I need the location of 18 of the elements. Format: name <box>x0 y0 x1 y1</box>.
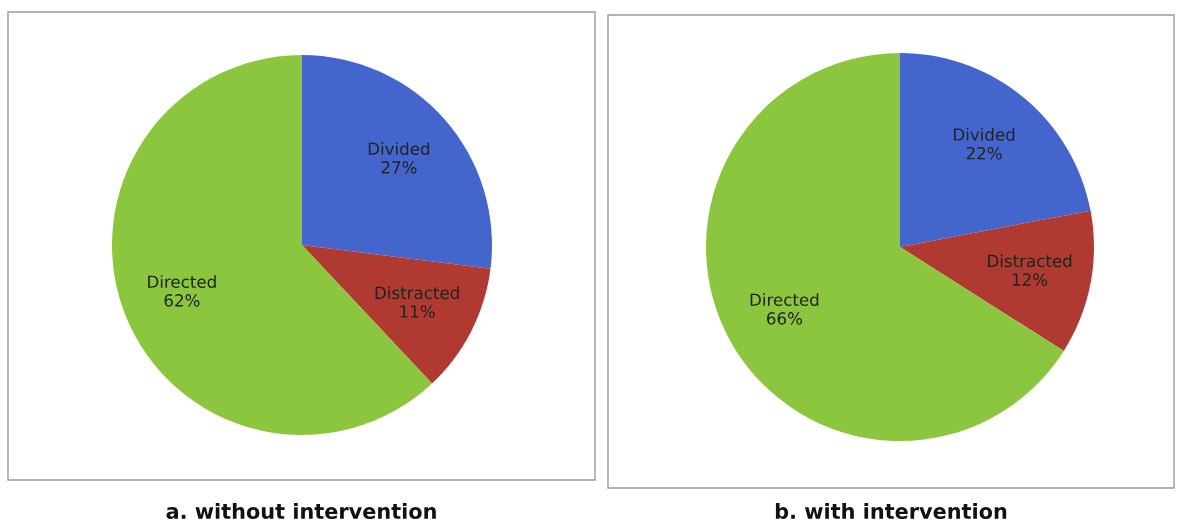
slice-label: Divided <box>368 142 430 156</box>
slice-label: Divided <box>954 127 1015 141</box>
data-label: 11% <box>400 305 435 318</box>
pie-slice <box>900 210 1094 351</box>
text: b. with intervention <box>775 502 1007 520</box>
data-label: 22% <box>966 146 1002 160</box>
slice-label: Distracted <box>375 286 459 300</box>
data-label: 12% <box>1012 273 1048 286</box>
pie-slice <box>302 55 492 269</box>
data-label: 66% <box>767 312 802 325</box>
slice-label: Directed <box>148 275 216 289</box>
slice-label: Directed <box>750 293 819 307</box>
data-label: 62% <box>164 294 200 307</box>
data-label: 27% <box>381 161 417 174</box>
slice-label: Distracted <box>988 254 1072 268</box>
pie-slice <box>900 53 1091 247</box>
text: a. without intervention <box>166 502 436 520</box>
pie-slice <box>302 245 491 384</box>
